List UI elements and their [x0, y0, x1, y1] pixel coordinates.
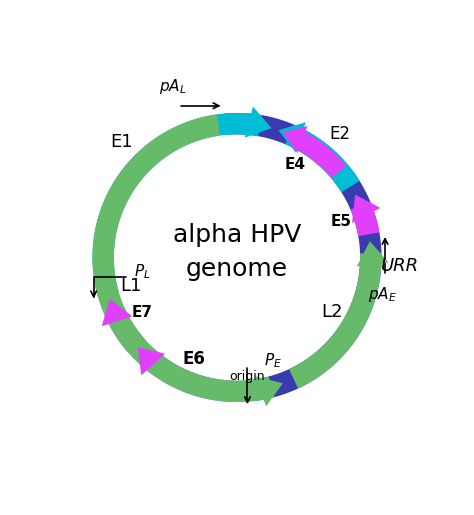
Polygon shape: [350, 201, 379, 236]
Text: E2: E2: [330, 126, 351, 144]
Polygon shape: [245, 107, 272, 138]
Polygon shape: [357, 241, 389, 267]
Text: E1: E1: [110, 133, 133, 151]
Text: $P_E$: $P_E$: [264, 351, 282, 370]
Text: E4: E4: [285, 157, 306, 172]
Polygon shape: [352, 195, 381, 223]
Polygon shape: [139, 348, 237, 402]
Text: alpha HPV
genome: alpha HPV genome: [173, 224, 301, 281]
Polygon shape: [137, 347, 165, 375]
Text: E7: E7: [131, 305, 153, 320]
Polygon shape: [92, 113, 262, 297]
Polygon shape: [289, 128, 346, 178]
Polygon shape: [289, 253, 382, 388]
Text: $pA_E$: $pA_E$: [368, 285, 397, 304]
Text: origin: origin: [229, 369, 264, 383]
Polygon shape: [224, 113, 382, 401]
Polygon shape: [92, 114, 274, 402]
Text: E6: E6: [182, 350, 206, 368]
Polygon shape: [237, 379, 262, 402]
Text: L2: L2: [321, 303, 343, 321]
Polygon shape: [104, 306, 144, 352]
Polygon shape: [283, 126, 308, 153]
Text: L1: L1: [120, 277, 142, 295]
Polygon shape: [255, 376, 283, 406]
Text: $pA_L$: $pA_L$: [159, 77, 187, 96]
Polygon shape: [102, 299, 132, 326]
Text: URR: URR: [381, 257, 419, 275]
Polygon shape: [278, 122, 306, 153]
Polygon shape: [285, 125, 360, 192]
Text: E5: E5: [330, 214, 351, 229]
Text: $P_L$: $P_L$: [134, 263, 150, 281]
